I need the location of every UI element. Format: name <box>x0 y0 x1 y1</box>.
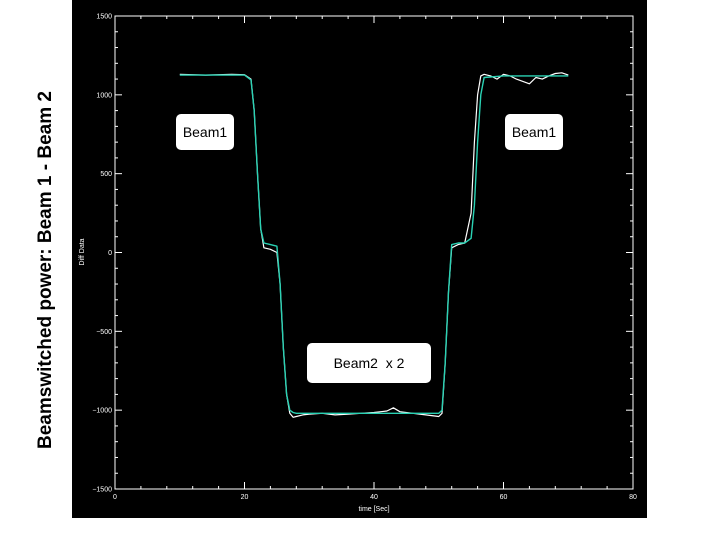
series-lines <box>179 72 569 418</box>
annotation-beam2: Beam2 x 2 <box>307 343 431 383</box>
series-line-model <box>179 74 569 414</box>
y-axis-label: Diff Data <box>79 238 86 265</box>
x-tick-label: 0 <box>113 494 117 501</box>
plot-frame <box>114 15 634 490</box>
annotation-beam1-left: Beam1 <box>176 114 234 150</box>
x-tick-label: 40 <box>370 494 378 501</box>
x-tick-label: 80 <box>629 494 637 501</box>
x-tick-label: 20 <box>241 494 249 501</box>
y-tick-label: 1000 <box>96 92 112 99</box>
chart: 0 20 40 60 80 −1500 −1000 −500 0 500 1000 1500 time… <box>79 14 637 514</box>
x-tick-label: 60 <box>500 494 508 501</box>
y-tick-label: 500 <box>100 171 112 178</box>
x-axis-label: time [Sec] <box>358 506 389 513</box>
plot-panel: 0 20 40 60 80 −1500 −1000 −500 0 500 1000 1500 time… <box>72 0 647 518</box>
tick-labels: 0 20 40 60 80 −1500 −1000 −500 0 500 1000 1500 <box>92 14 637 502</box>
tick-marks <box>114 15 634 490</box>
y-tick-label: −1500 <box>92 487 112 494</box>
y-tick-label: 0 <box>108 250 112 257</box>
y-tick-label: −500 <box>96 329 112 336</box>
annotation-beam1-right: Beam1 <box>505 114 563 150</box>
slide-title: Beamswitched power: Beam 1 - Beam 2 <box>35 91 56 449</box>
y-tick-label: −1000 <box>92 408 112 415</box>
y-tick-label: 1500 <box>96 14 112 21</box>
